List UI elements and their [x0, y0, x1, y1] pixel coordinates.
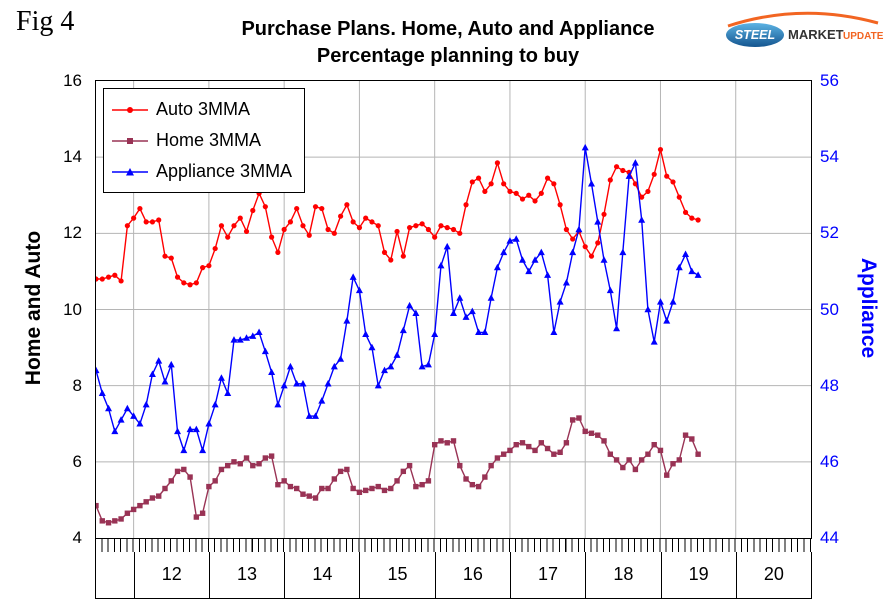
logo-update-text: UPDATE [843, 31, 884, 42]
x-axis-month-ticks [95, 538, 812, 552]
legend-marker-triangle-icon [112, 167, 148, 175]
series-auto-3mma [96, 146, 701, 288]
y-left-tick-label: 14 [63, 147, 82, 167]
chart-title-line2: Percentage planning to buy [316, 45, 580, 67]
legend-label: Home 3MMA [156, 130, 262, 150]
x-year-label-13: 13 [208, 552, 284, 598]
legend-label: Appliance 3MMA [156, 161, 293, 181]
logo-market-text: MARKET [788, 27, 844, 42]
y-right-tick-label: 44 [820, 528, 839, 547]
y-right-tick-label: 48 [820, 375, 839, 395]
x-year-label-15: 15 [359, 552, 434, 598]
y-left-tick-label: 8 [72, 375, 82, 395]
legend: Auto 3MMA Home 3MMA Appliance 3MMA [103, 88, 306, 193]
y-axis-left-labels: 16 14 12 10 8 6 4 [0, 71, 89, 547]
series-appliance-3mma [96, 143, 702, 454]
logo-blue-blob [726, 23, 784, 47]
steel-market-update-logo: STEEL MARKET UPDATE [722, 8, 884, 52]
y-right-tick-label: 52 [820, 223, 839, 243]
y-axis-right-labels: 56 54 52 50 48 46 44 [813, 71, 873, 547]
x-year-label-14: 14 [284, 552, 359, 598]
series-home-3mma [96, 415, 701, 526]
x-year-label-20: 20 [735, 552, 811, 598]
y-left-tick-label: 10 [63, 299, 82, 319]
x-year-label-18: 18 [585, 552, 660, 598]
legend-entry: Auto 3MMA [112, 94, 292, 125]
figure-label: Fig 4 [16, 6, 75, 37]
x-year-label-16: 16 [434, 552, 510, 598]
logo-graphic: STEEL MARKET UPDATE [726, 11, 884, 47]
y-left-tick-label: 16 [63, 71, 82, 90]
y-left-tick-label: 6 [72, 451, 82, 471]
x-year-label-17: 17 [509, 552, 585, 598]
x-year-label-12: 12 [133, 552, 209, 598]
legend-label: Auto 3MMA [156, 99, 251, 119]
legend-marker-circle-icon [112, 106, 148, 113]
y-left-tick-label: 12 [63, 223, 82, 243]
y-right-tick-label: 54 [820, 147, 839, 167]
plot-area [95, 80, 812, 539]
y-right-tick-label: 50 [820, 299, 839, 319]
legend-entry: Home 3MMA [112, 125, 292, 156]
legend-marker-square-icon [112, 137, 148, 144]
y-right-tick-label: 56 [820, 71, 839, 90]
y-right-tick-label: 46 [820, 451, 839, 471]
x-year-label-19: 19 [660, 552, 736, 598]
x-axis-years: 12 13 14 15 16 17 18 19 20 [95, 552, 812, 599]
y-left-tick-label: 4 [72, 528, 82, 547]
chart-title: Purchase Plans. Home, Auto and Appliance… [90, 16, 806, 70]
logo-steel-text: STEEL [735, 28, 775, 42]
logo-swoosh-icon [727, 11, 879, 28]
plot-svg [96, 81, 811, 538]
chart-title-line1: Purchase Plans. Home, Auto and Appliance [241, 18, 655, 40]
legend-entry: Appliance 3MMA [112, 156, 292, 187]
